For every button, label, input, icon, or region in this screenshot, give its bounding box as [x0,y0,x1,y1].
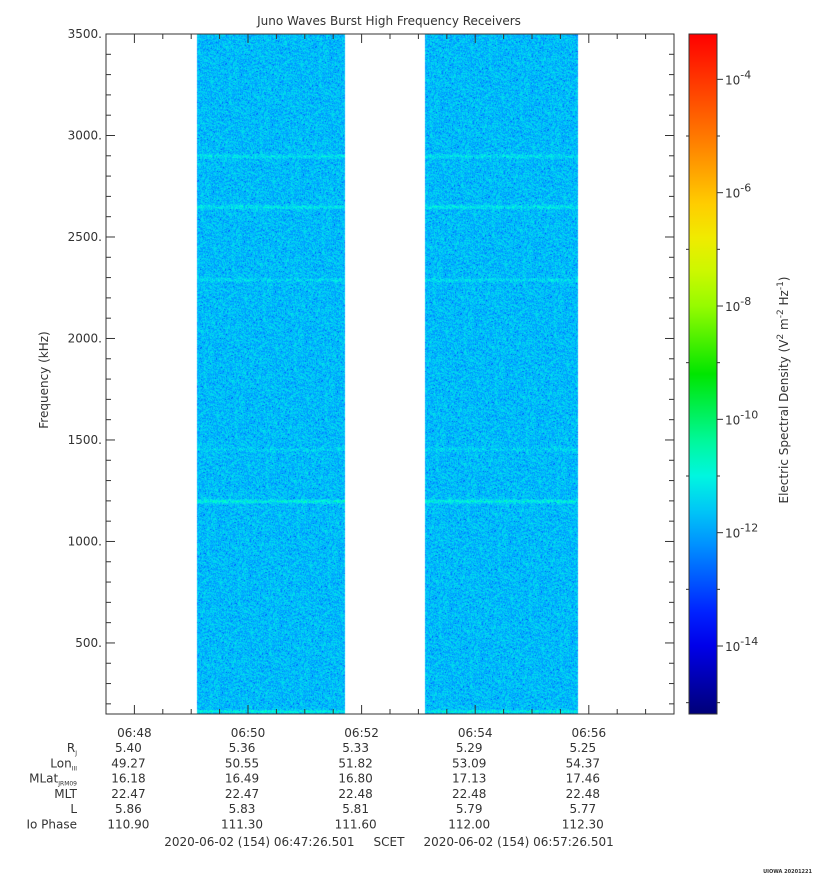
colorbar-tick-label-4: 10-12 [725,522,758,541]
ephem-label-2: MLatJRM09 [29,772,77,788]
colorbar-tick-label-3: 10-10 [725,408,758,427]
y-tick-label-3: 2000. [68,331,102,345]
ephem-value-4-4: 5.77 [569,802,596,816]
y-tick-label-1: 3000. [68,128,102,142]
x-tick-label-3: 06:54 [458,726,493,740]
ephem-value-4-0: 5.86 [115,802,142,816]
x-axis: 06:48 06:50 06:52 06:54 06:56 [105,34,675,740]
ephem-value-3-3: 22.48 [452,787,486,801]
ephem-value-3-1: 22.47 [225,787,259,801]
ephem-label-5: Io Phase [26,818,77,832]
ephem-value-0-4: 5.25 [569,741,596,755]
colorbar-label: Electric Spectral Density (V2 m-2 Hz-1) [776,276,791,503]
ephem-value-2-4: 17.46 [566,772,600,786]
ephem-value-0-1: 5.36 [229,741,256,755]
colorbar-tick-label-2: 10-8 [725,295,751,314]
ephem-label-0: RJ [67,741,77,757]
ephem-value-1-0: 49.27 [111,756,145,770]
ephem-value-1-2: 51.82 [338,756,372,770]
chart-title: Juno Waves Burst High Frequency Receiver… [256,14,521,28]
ephem-value-2-3: 17.13 [452,772,486,786]
ephem-value-4-3: 5.79 [456,802,483,816]
ephem-value-4-1: 5.83 [229,802,256,816]
time-footer: 2020-06-02 (154) 06:47:26.501 SCET 2020-… [164,835,614,849]
colorbar: 10-4 10-6 10-8 10-10 10-12 10-14 [686,33,758,715]
ephem-value-0-3: 5.29 [456,741,483,755]
ephem-value-4-2: 5.81 [342,802,369,816]
ephem-value-1-3: 53.09 [452,756,486,770]
ephem-value-0-2: 5.33 [342,741,369,755]
ephem-label-4: L [70,802,77,816]
x-tick-label-0: 06:48 [117,726,152,740]
y-tick-label-0: 3500. [68,27,102,41]
ephem-value-5-4: 112.30 [562,818,604,832]
y-tick-label-2: 2500. [68,230,102,244]
ephem-label-1: LonIII [50,756,77,772]
colorbar-tick-label-1: 10-6 [725,182,751,201]
colorbar-tick-label-0: 10-4 [725,68,751,87]
y-tick-label-4: 1500. [68,433,102,447]
y-tick-label-6: 500. [75,636,102,650]
ephem-value-3-2: 22.48 [338,787,372,801]
x-tick-label-4: 06:56 [572,726,607,740]
x-tick-label-2: 06:52 [344,726,379,740]
ephem-label-3: MLT [54,787,77,801]
y-axis: 3500. 3000. 2500. 2000. 1500. 1000. 500. [68,27,674,705]
spectrogram-image [106,34,674,714]
x-tick-label-1: 06:50 [231,726,266,740]
ephem-value-3-0: 22.47 [111,787,145,801]
ephemeris-table: RJ 5.40 5.36 5.33 5.29 5.25 LonIII 49.27 50.55 51… [26,741,603,832]
ephem-value-3-4: 22.48 [566,787,600,801]
y-tick-label-5: 1000. [68,534,102,548]
ephem-value-5-1: 111.30 [221,818,263,832]
colorbar-gradient [688,33,718,715]
credit-label: UIOWA 20201221 [763,869,812,875]
ephem-value-5-0: 110.90 [107,818,149,832]
ephem-value-5-2: 111.60 [335,818,377,832]
ephem-value-1-4: 54.37 [566,756,600,770]
plot-area [105,33,675,715]
ephem-value-5-3: 112.00 [448,818,490,832]
ephem-value-2-1: 16.49 [225,772,259,786]
ephem-value-2-0: 16.18 [111,772,145,786]
y-axis-label: Frequency (kHz) [37,331,51,428]
ephem-value-2-2: 16.80 [338,772,372,786]
ephem-value-0-0: 5.40 [115,741,142,755]
ephem-value-1-1: 50.55 [225,756,259,770]
colorbar-tick-label-5: 10-14 [725,635,758,654]
